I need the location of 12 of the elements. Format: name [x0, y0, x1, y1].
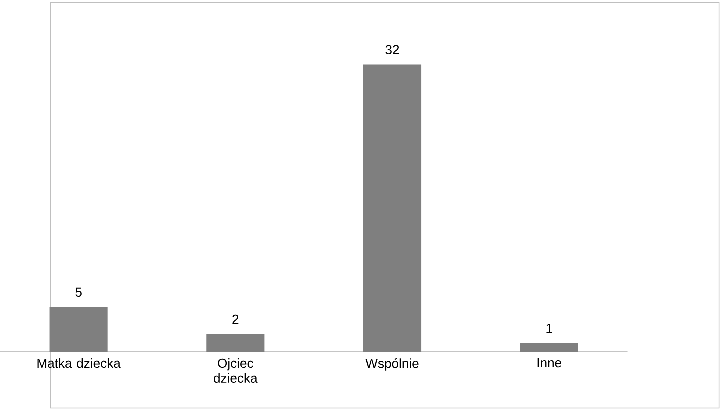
- data-label: 32: [386, 45, 400, 55]
- x-tick-label: Wspólnie: [366, 358, 419, 371]
- x-tick-label: Ojciec dziecka: [214, 358, 258, 383]
- data-label: 5: [76, 288, 82, 297]
- x-tick-label: Inne: [538, 358, 562, 368]
- x-tick-label: Matka dziecka: [38, 358, 121, 368]
- bar: [206, 334, 265, 352]
- bar: [520, 343, 578, 352]
- bar: [363, 64, 422, 352]
- data-label: 2: [232, 314, 239, 324]
- data-label: 1: [546, 324, 552, 333]
- bar: [50, 307, 108, 352]
